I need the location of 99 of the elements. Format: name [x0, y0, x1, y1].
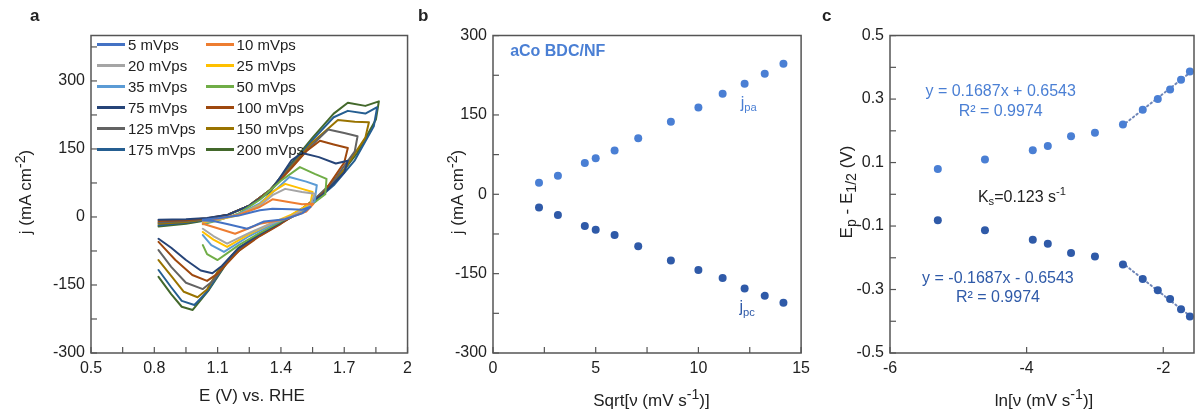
point	[1177, 75, 1186, 84]
chart-title: b	[418, 6, 429, 26]
point	[779, 298, 788, 307]
y-tick-label: 150	[58, 139, 86, 157]
x-tick-label: 1.1	[206, 359, 229, 377]
x-axis-title: E (V) vs. RHE	[199, 386, 305, 406]
point	[1090, 128, 1099, 137]
point	[1177, 305, 1186, 314]
annotation: R² = 0.9974	[955, 288, 1041, 306]
point	[1138, 275, 1147, 284]
point	[1153, 95, 1162, 104]
point	[1118, 260, 1127, 269]
x-tick-label: 0.5	[79, 359, 103, 377]
point	[1138, 105, 1147, 114]
point	[760, 291, 769, 300]
x-tick-label: 1.4	[269, 359, 293, 377]
point	[553, 210, 562, 219]
point	[933, 216, 942, 225]
point	[580, 159, 589, 168]
y-tick-label: -0.1	[856, 216, 885, 234]
legend-label: 50 mVps	[236, 78, 296, 95]
annotation: R² = 0.9974	[958, 101, 1043, 119]
point	[694, 265, 703, 274]
point	[1090, 252, 1099, 261]
point	[535, 203, 544, 212]
point	[1166, 85, 1175, 94]
chart-title: c	[822, 6, 832, 26]
point	[1067, 132, 1076, 141]
x-tick-label: -2	[1156, 359, 1171, 377]
point	[553, 171, 562, 180]
point	[634, 134, 643, 143]
point	[610, 146, 619, 155]
annotation: y = -0.1687x - 0.6543	[922, 268, 1074, 286]
legend-label: 35 mVps	[128, 78, 188, 95]
legend-label: 200 mVps	[236, 141, 305, 158]
legend-label: 75 mVps	[128, 99, 188, 116]
y-tick-label: 0.3	[861, 89, 885, 107]
point	[718, 89, 727, 98]
chart-title: a	[30, 6, 40, 26]
x-tick-label: -4	[1019, 359, 1034, 377]
annotation: aCo BDC/NF	[510, 41, 606, 59]
point	[980, 226, 989, 235]
y-tick-label: -150	[454, 264, 488, 282]
legend-label: 25 mVps	[236, 57, 296, 74]
point	[1118, 120, 1127, 129]
point	[694, 103, 703, 112]
y-tick-label: 300	[58, 71, 86, 89]
point	[1043, 142, 1052, 151]
point	[980, 155, 989, 164]
point	[1185, 312, 1194, 321]
x-tick-label: 1.7	[333, 359, 356, 377]
point	[1028, 146, 1037, 155]
y-tick-label: 0.1	[861, 152, 885, 170]
point	[779, 59, 788, 68]
legend-label: 20 mVps	[128, 57, 188, 74]
y-tick-label: 0	[478, 184, 488, 202]
point	[610, 231, 619, 240]
y-tick-label: -300	[454, 343, 488, 361]
point	[535, 178, 544, 187]
x-axis-title: ln[ν (mV s$^{-1}$)]	[994, 386, 1094, 411]
y-tick-label: 150	[460, 105, 488, 123]
point	[591, 154, 600, 163]
x-axis-title: Sqrt[ν (mV s$^{-1}$)]	[593, 386, 710, 411]
x-tick-label: 5	[591, 359, 601, 377]
point	[1153, 286, 1162, 295]
legend-label: 100 mVps	[236, 99, 305, 116]
x-tick-label: -6	[882, 359, 898, 377]
legend-label: 175 mVps	[128, 141, 196, 158]
legend-label: 125 mVps	[128, 120, 196, 137]
y-tick-label: -0.5	[856, 343, 885, 361]
y-tick-label: -300	[52, 343, 86, 361]
point	[1067, 249, 1076, 258]
x-tick-label: 0.8	[143, 359, 166, 377]
x-tick-label: 2	[403, 359, 413, 377]
x-tick-label: 10	[689, 359, 708, 377]
y-tick-label: 0	[76, 207, 86, 225]
annotation: y = 0.1687x + 0.6543	[925, 81, 1076, 99]
y-tick-label: 300	[460, 26, 488, 44]
legend-label: 5 mVps	[128, 36, 179, 53]
point	[740, 284, 749, 293]
point	[634, 242, 643, 251]
point	[740, 79, 749, 88]
y-tick-label: 0.5	[861, 26, 885, 44]
point	[1028, 235, 1037, 244]
legend-label: 10 mVps	[236, 36, 296, 53]
legend-label: 150 mVps	[236, 120, 305, 137]
point	[760, 69, 769, 78]
point	[1166, 295, 1175, 304]
point	[718, 273, 727, 282]
point	[933, 164, 942, 173]
x-tick-label: 15	[792, 359, 811, 377]
point	[666, 117, 675, 126]
y-tick-label: -0.3	[856, 279, 885, 297]
point	[580, 222, 589, 231]
point	[1185, 67, 1194, 76]
point	[666, 256, 675, 265]
y-tick-label: -150	[52, 275, 86, 293]
point	[1043, 239, 1052, 248]
point	[591, 225, 600, 234]
